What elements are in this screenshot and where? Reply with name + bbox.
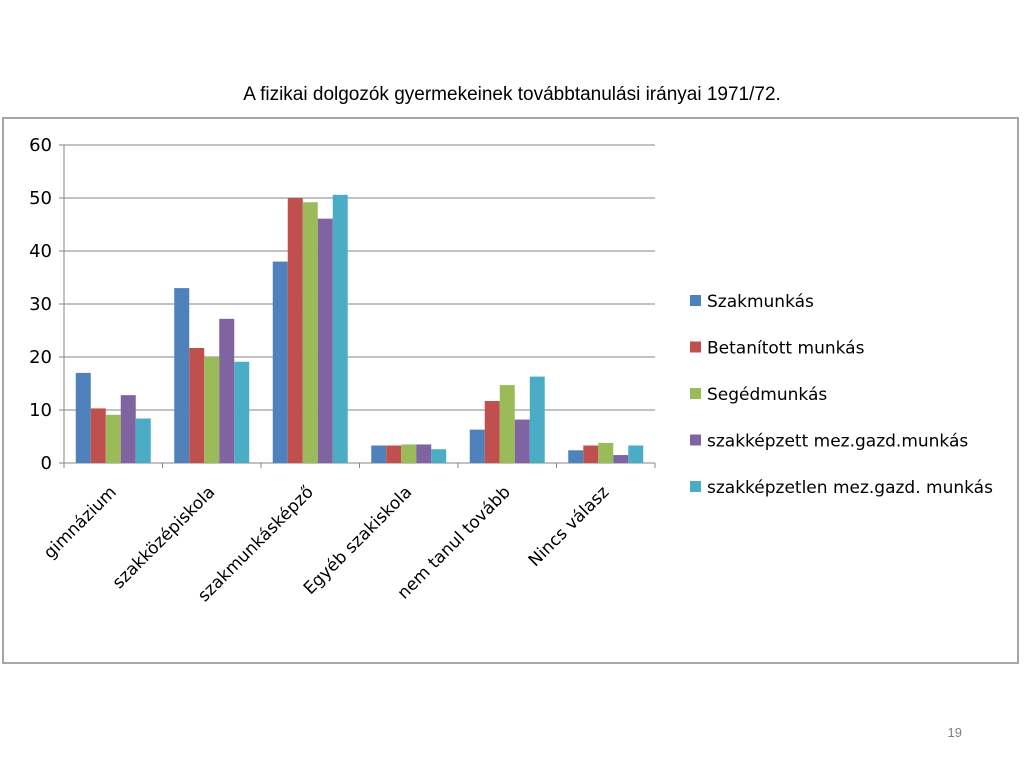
chart-frame: 0 10 20 30 40 50 60 gimnázium szakközépiskola sza… [2,117,1019,664]
bar [628,445,644,463]
legend-label: Segédmunkás [707,385,827,405]
bar [135,418,151,463]
bar [105,414,121,463]
bar [204,357,220,463]
bar [431,449,447,463]
category-label: Nincs válasz [525,482,614,571]
gridlines [64,144,655,411]
bar [272,261,288,463]
legend-swatch [690,295,701,306]
category-label: szakközépiskola [109,482,219,592]
y-tick-label: 10 [29,400,52,421]
bar [401,444,417,463]
bar [219,318,235,463]
axes [59,144,656,468]
legend-label: Szakmunkás [707,292,814,312]
bar [386,445,402,463]
y-tick-label: 50 [29,188,52,209]
bar [120,395,136,463]
legend-swatch [690,388,701,399]
legend-label: szakképzett mez.gazd.munkás [707,432,968,452]
bar [469,429,485,463]
bar [499,385,515,463]
bar [75,372,91,463]
bar [317,218,333,463]
y-tick-label: 60 [29,135,52,156]
bar [583,445,599,463]
bar [287,198,303,463]
bar [332,194,348,463]
bar [598,442,614,463]
y-tick-label: 30 [29,294,52,315]
legend-swatch [690,434,701,446]
legend-swatch [690,481,701,492]
y-tick-label: 20 [29,347,52,368]
bar [90,408,106,463]
bar [514,419,530,463]
bar [484,400,500,463]
legend-label: Betanított munkás [707,339,865,359]
y-tick-label: 0 [41,453,52,474]
legend: Szakmunkás Betanított munkás Segédmunkás sz… [690,292,993,498]
bar [234,361,250,463]
bar [568,450,584,463]
bar [302,202,318,463]
slide-title: A fizikai dolgozók gyermekeinek továbbta… [243,84,781,105]
legend-swatch [690,341,701,353]
bar [529,376,545,463]
category-label: Egyéb szakiskola [300,482,416,598]
bar [174,288,190,463]
bar [613,455,629,463]
y-tick-label: 40 [29,241,52,262]
category-label: gimnázium [40,482,121,563]
bar [416,444,432,463]
bars [75,194,644,463]
bar [371,445,387,463]
bar [189,347,205,463]
page-number: 19 [947,725,962,740]
legend-label: szakképzetlen mez.gazd. munkás [707,478,993,498]
